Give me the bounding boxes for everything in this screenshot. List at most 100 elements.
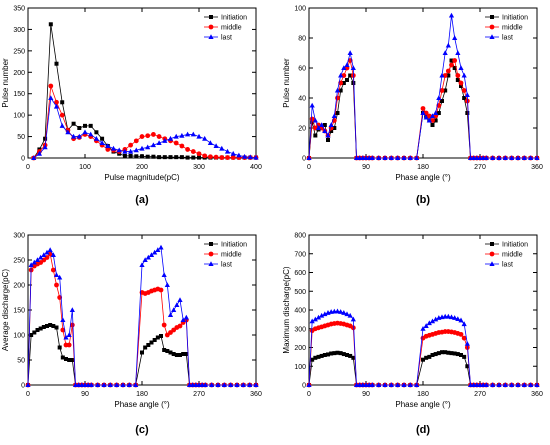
data-point — [179, 143, 185, 149]
data-point — [430, 353, 435, 357]
data-point — [156, 134, 162, 139]
y-tick-label: 0 — [302, 156, 306, 163]
y-tick-label: 0 — [21, 156, 25, 163]
panel-label: (d) — [416, 424, 430, 436]
data-point — [534, 382, 540, 387]
y-tick-label: 500 — [294, 289, 306, 296]
x-axis-label: Phase angle (°) — [395, 173, 451, 182]
data-point — [401, 382, 407, 387]
data-point — [240, 382, 246, 387]
data-point — [322, 311, 328, 317]
legend-marker — [208, 34, 214, 39]
data-point — [230, 150, 236, 156]
x-tick-label: 180 — [417, 164, 429, 171]
data-point — [207, 140, 213, 145]
data-point — [134, 154, 139, 159]
y-tick-label: 150 — [13, 308, 25, 315]
data-point — [139, 145, 145, 151]
data-point — [319, 122, 325, 127]
data-point — [455, 352, 460, 357]
data-point — [152, 338, 157, 342]
data-point — [63, 334, 69, 340]
data-point — [25, 382, 31, 387]
data-point — [521, 382, 527, 387]
data-point — [60, 317, 66, 322]
data-point — [407, 155, 413, 160]
data-point — [420, 110, 426, 115]
data-point — [105, 147, 111, 152]
data-point — [433, 352, 438, 357]
data-point — [335, 350, 340, 355]
data-point — [50, 267, 56, 273]
data-point — [407, 382, 413, 387]
data-point — [66, 342, 72, 348]
data-point — [461, 321, 467, 327]
data-point — [128, 148, 134, 154]
data-point — [326, 352, 330, 357]
y-tick-label: 80 — [298, 36, 306, 43]
data-point — [458, 80, 464, 86]
y-axis-label: Pulse number — [282, 58, 291, 108]
data-point — [461, 335, 467, 341]
data-point — [83, 123, 87, 128]
data-point — [253, 154, 259, 160]
data-point — [459, 353, 463, 357]
data-point — [521, 155, 527, 160]
data-point — [348, 73, 353, 78]
data-point — [174, 353, 179, 357]
data-point — [309, 318, 315, 324]
data-point — [99, 140, 105, 145]
data-point — [174, 155, 179, 160]
data-point — [449, 62, 454, 68]
y-tick-label: 200 — [13, 283, 25, 290]
legend-label: last — [221, 262, 232, 269]
data-point — [139, 134, 145, 139]
data-point — [420, 325, 426, 331]
data-point — [53, 103, 60, 109]
data-point — [455, 78, 460, 82]
data-point — [401, 155, 407, 160]
data-point — [433, 118, 438, 123]
x-tick-label: 360 — [531, 391, 543, 398]
y-tick-label: 600 — [294, 270, 306, 277]
data-point — [38, 254, 44, 260]
data-point — [209, 382, 215, 387]
data-point — [57, 274, 63, 280]
data-point — [133, 147, 139, 153]
data-point — [148, 252, 155, 257]
data-point — [462, 96, 467, 100]
data-point — [54, 99, 59, 105]
y-tick-label: 200 — [294, 345, 306, 352]
data-point — [348, 353, 353, 358]
data-point — [528, 382, 534, 387]
data-point — [236, 152, 242, 158]
data-point — [329, 129, 334, 133]
data-point — [34, 257, 41, 262]
x-tick-label: 270 — [193, 391, 205, 398]
y-tick-label: 40 — [298, 96, 306, 103]
data-point — [82, 129, 88, 135]
data-point — [48, 83, 54, 89]
panel-label: (c) — [135, 424, 149, 436]
data-point — [180, 317, 186, 322]
data-point — [458, 65, 464, 70]
y-tick-label: 100 — [294, 6, 306, 13]
y-axis-label: Average discharge(pC) — [1, 269, 10, 351]
data-point — [171, 352, 176, 356]
data-point — [31, 155, 37, 160]
legend-label: last — [502, 35, 513, 42]
legend-marker — [208, 261, 214, 266]
data-point — [149, 340, 154, 345]
legend-label: last — [221, 35, 232, 42]
x-axis-label: Phase angle (°) — [114, 400, 170, 409]
y-tick-label: 0 — [21, 383, 25, 390]
data-point — [347, 50, 353, 55]
data-point — [65, 129, 71, 135]
data-point — [429, 113, 436, 118]
data-point — [159, 334, 163, 338]
data-point — [433, 110, 439, 115]
data-point — [165, 349, 170, 353]
data-point — [490, 382, 496, 387]
data-point — [439, 88, 445, 93]
data-point — [128, 153, 133, 158]
